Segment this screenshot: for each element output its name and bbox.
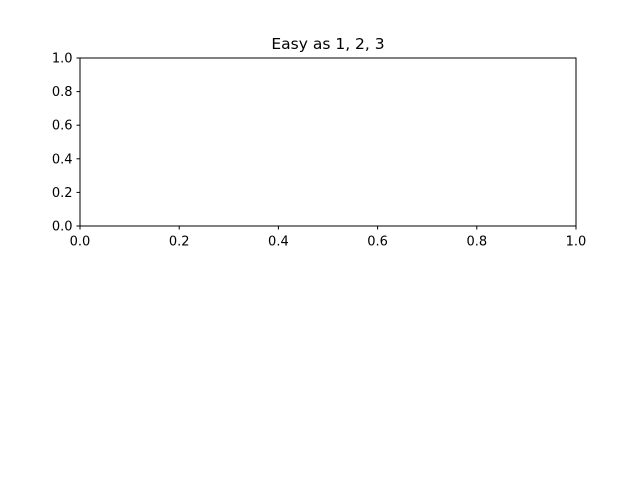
chart-title: Easy as 1, 2, 3 (271, 35, 384, 53)
x-tick-label: 0.6 (367, 235, 388, 250)
x-tick-label: 0.4 (268, 235, 289, 250)
x-axis: 0.0 0.2 0.4 0.6 0.8 1.0 (70, 226, 587, 250)
y-tick-label: 0.4 (52, 152, 73, 167)
y-tick-label: 1.0 (52, 52, 73, 67)
axes-frame (79, 57, 577, 227)
x-tick-label: 0.8 (466, 235, 487, 250)
y-tick-label: 0.0 (52, 220, 73, 235)
x-tick-label: 0.0 (70, 235, 91, 250)
y-tick-label: 0.8 (52, 85, 73, 100)
x-tick-label: 0.2 (169, 235, 190, 250)
y-tick-label: 0.6 (52, 119, 73, 134)
y-axis: 0.0 0.2 0.4 0.6 0.8 1.0 (52, 52, 80, 235)
plot-area (79, 57, 577, 227)
x-tick-label: 1.0 (566, 235, 587, 250)
y-tick-label: 0.2 (52, 186, 73, 201)
